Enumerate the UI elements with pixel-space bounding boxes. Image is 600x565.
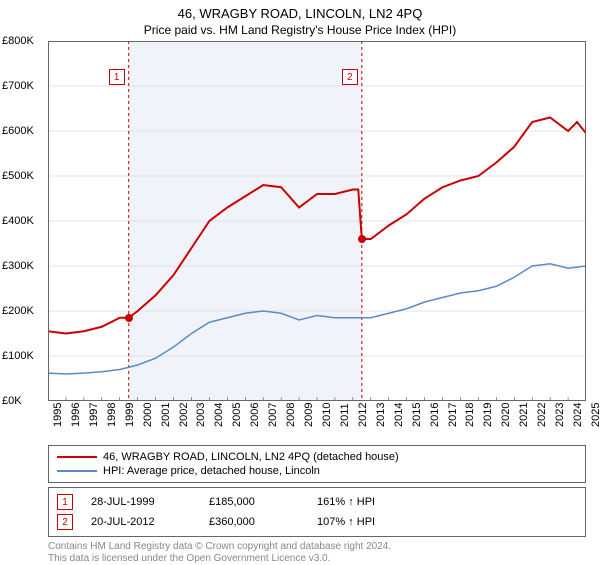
y-axis-label: £800K — [2, 35, 34, 47]
legend-swatch — [57, 470, 97, 472]
sale-index: 2 — [57, 514, 73, 530]
x-axis-label: 2007 — [267, 403, 279, 427]
legend-label: HPI: Average price, detached house, Linc… — [103, 465, 320, 477]
y-axis-label: £200K — [2, 305, 34, 317]
y-axis-label: £100K — [2, 350, 34, 362]
x-axis-label: 2009 — [303, 403, 315, 427]
x-axis-label: 2003 — [195, 403, 207, 427]
x-axis-label: 1999 — [124, 403, 136, 427]
sale-marker-label: 1 — [109, 69, 125, 85]
sale-date: 20-JUL-2012 — [91, 516, 191, 528]
footnote: Contains HM Land Registry data © Crown c… — [48, 541, 586, 565]
y-axis-label: £300K — [2, 260, 34, 272]
legend-item: 46, WRAGBY ROAD, LINCOLN, LN2 4PQ (detac… — [57, 450, 577, 464]
x-axis-label: 1995 — [52, 403, 64, 427]
x-axis-label: 2018 — [464, 403, 476, 427]
chart-svg — [48, 41, 586, 401]
y-axis-label: £0K — [2, 395, 22, 407]
x-axis-label: 2000 — [142, 403, 154, 427]
x-axis-label: 2005 — [231, 403, 243, 427]
x-axis-label: 2015 — [411, 403, 423, 427]
y-axis-label: £700K — [2, 80, 34, 92]
chart-area: £0K£100K£200K£300K£400K£500K£600K£700K£8… — [48, 41, 586, 401]
legend-label: 46, WRAGBY ROAD, LINCOLN, LN2 4PQ (detac… — [103, 451, 399, 463]
sale-date: 28-JUL-1999 — [91, 496, 191, 508]
y-axis-label: £500K — [2, 170, 34, 182]
page-subtitle: Price paid vs. HM Land Registry's House … — [0, 21, 600, 41]
sale-row: 2 20-JUL-2012 £360,000 107% ↑ HPI — [57, 512, 577, 532]
sales-table: 1 28-JUL-1999 £185,000 161% ↑ HPI 2 20-JUL-20… — [48, 487, 586, 537]
x-axis-label: 2019 — [482, 403, 494, 427]
x-axis-label: 2013 — [375, 403, 387, 427]
page-title: 46, WRAGBY ROAD, LINCOLN, LN2 4PQ — [0, 0, 600, 21]
sale-delta: 107% ↑ HPI — [317, 516, 375, 528]
x-axis-label: 2014 — [393, 403, 405, 427]
x-axis-label: 2021 — [518, 403, 530, 427]
x-axis-label: 2023 — [554, 403, 566, 427]
x-axis-label: 2012 — [357, 403, 369, 427]
sale-marker-dot — [125, 314, 133, 322]
sale-marker-label: 2 — [342, 69, 358, 85]
footnote-line: Contains HM Land Registry data © Crown c… — [48, 541, 586, 553]
x-axis-label: 2024 — [572, 403, 584, 427]
sale-price: £360,000 — [209, 516, 299, 528]
legend-item: HPI: Average price, detached house, Linc… — [57, 464, 577, 478]
footnote-line: This data is licensed under the Open Gov… — [48, 553, 586, 565]
y-axis-label: £600K — [2, 125, 34, 137]
legend-swatch — [57, 456, 97, 458]
x-axis-label: 2006 — [249, 403, 261, 427]
x-axis-label: 2020 — [500, 403, 512, 427]
x-axis-label: 2001 — [160, 403, 172, 427]
x-axis-label: 2010 — [321, 403, 333, 427]
sale-price: £185,000 — [209, 496, 299, 508]
sale-index: 1 — [57, 494, 73, 510]
x-axis-label: 2025 — [590, 403, 600, 427]
legend: 46, WRAGBY ROAD, LINCOLN, LN2 4PQ (detac… — [48, 445, 586, 483]
x-axis-label: 2011 — [339, 403, 351, 427]
x-axis-label: 2002 — [178, 403, 190, 427]
x-axis-label: 2022 — [536, 403, 548, 427]
sale-row: 1 28-JUL-1999 £185,000 161% ↑ HPI — [57, 492, 577, 512]
x-axis-label: 2008 — [285, 403, 297, 427]
x-axis-label: 2016 — [429, 403, 441, 427]
sale-delta: 161% ↑ HPI — [317, 496, 375, 508]
x-axis-label: 1996 — [70, 403, 82, 427]
x-axis-label: 2017 — [447, 403, 459, 427]
sale-marker-dot — [358, 235, 366, 243]
x-axis-label: 2004 — [213, 403, 225, 427]
y-axis-label: £400K — [2, 215, 34, 227]
x-axis-label: 1998 — [106, 403, 118, 427]
x-axis-label: 1997 — [88, 403, 100, 427]
